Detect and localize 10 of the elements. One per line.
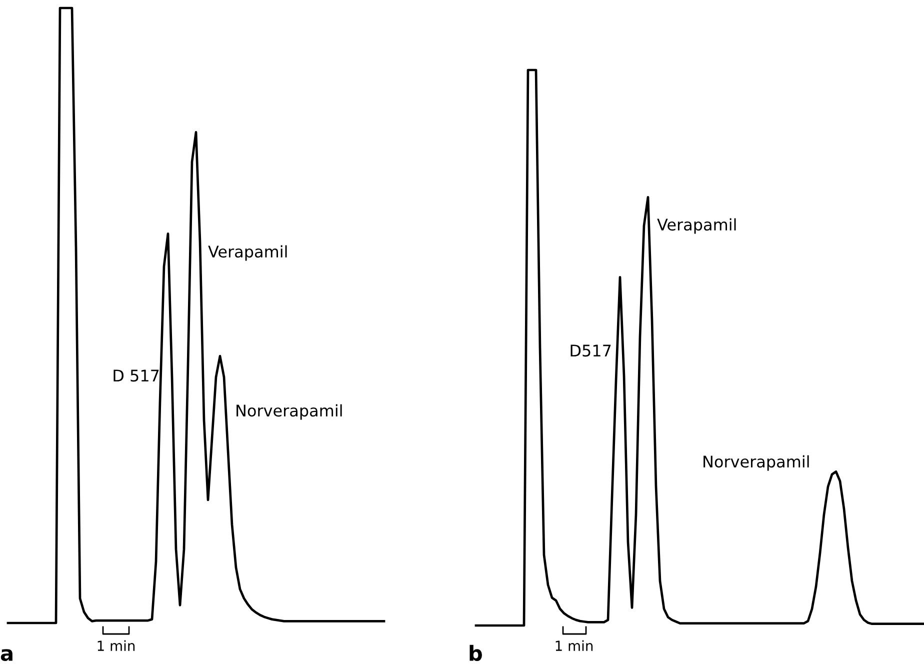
- text: 1 min: [556, 640, 593, 651]
- annotation: Norverapamil: [704, 455, 809, 471]
- annotation: Verapamil: [657, 218, 736, 234]
- annotation: D 517: [114, 370, 159, 382]
- text: a: [0, 649, 12, 662]
- annotation: D517: [570, 344, 611, 357]
- annotation: Verapamil: [208, 245, 287, 261]
- text: 1 min: [98, 640, 135, 651]
- text: b: [470, 644, 482, 662]
- annotation: Norverapamil: [236, 404, 342, 420]
